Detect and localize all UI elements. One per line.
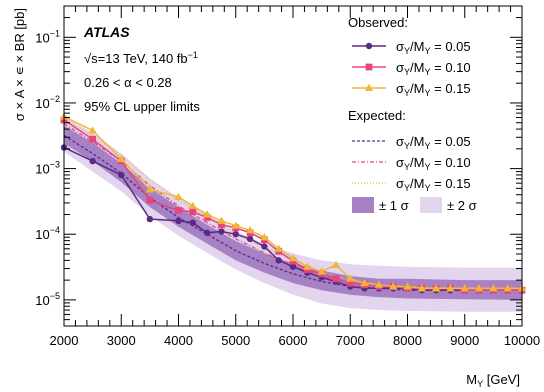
observed-point-2-15 bbox=[331, 260, 341, 268]
observed-point-1-4 bbox=[175, 207, 182, 214]
observed-point-1-6 bbox=[203, 214, 211, 221]
observed-point-1-5 bbox=[189, 208, 197, 216]
observed-point-1-3 bbox=[146, 196, 154, 204]
x-axis-label: MY [GeV] bbox=[466, 372, 520, 389]
observed-point-2-2 bbox=[117, 154, 126, 163]
legend-band1-label: ± 1 σ bbox=[379, 198, 409, 213]
observed-point-0-7 bbox=[218, 228, 225, 235]
observed-point-0-10 bbox=[261, 243, 268, 250]
y-tick-label: 10−2 bbox=[35, 94, 60, 111]
observed-point-1-16 bbox=[346, 279, 354, 287]
observed-point-2-3 bbox=[145, 185, 155, 193]
observed-point-0-9 bbox=[246, 235, 254, 243]
observed-point-2-21 bbox=[417, 284, 427, 292]
observed-point-0-4 bbox=[175, 217, 182, 225]
observed-point-1-7 bbox=[218, 221, 225, 229]
observed-point-2-6 bbox=[202, 210, 212, 218]
legend-expected-label-1: σY/MY = 0.10 bbox=[396, 155, 471, 172]
x-tick-label: 5000 bbox=[221, 333, 250, 348]
observed-point-2-16 bbox=[346, 274, 355, 282]
legend-observed-label-0: σY/MY = 0.05 bbox=[396, 39, 471, 56]
observed-point-2-20 bbox=[403, 282, 412, 290]
observed-point-2-19 bbox=[388, 282, 398, 290]
y-tick-label: 10−4 bbox=[35, 225, 60, 242]
x-tick-label: 2000 bbox=[50, 333, 79, 348]
observed-point-2-14 bbox=[317, 267, 326, 275]
expected-line-0 bbox=[63, 134, 522, 291]
observed-point-2-13 bbox=[303, 262, 312, 270]
energy-lumi-label: √s=13 TeV, 140 fb−1 bbox=[84, 50, 198, 66]
observed-point-0-6 bbox=[203, 229, 211, 237]
legend-observed-marker-2 bbox=[364, 83, 374, 91]
x-tick-label: 6000 bbox=[279, 333, 308, 348]
atlas-label: ATLAS bbox=[83, 24, 130, 40]
observed-point-0-2 bbox=[118, 171, 125, 179]
observed-point-2-17 bbox=[360, 278, 369, 287]
observed-point-0-12 bbox=[289, 263, 297, 270]
observed-point-2-4 bbox=[174, 192, 183, 200]
observed-point-2-23 bbox=[446, 284, 455, 292]
observed-point-1-15 bbox=[332, 275, 340, 283]
legend-observed-marker-0 bbox=[365, 42, 373, 50]
observed-point-2-25 bbox=[474, 284, 484, 292]
observed-point-0-5 bbox=[189, 219, 197, 226]
observed-point-2-9 bbox=[245, 226, 255, 234]
observed-point-2-11 bbox=[274, 244, 283, 252]
y-tick-label: 10−3 bbox=[35, 160, 60, 177]
legend-expected-label-2: σY/MY = 0.15 bbox=[396, 176, 471, 193]
x-tick-label: 3000 bbox=[107, 333, 136, 348]
legend-observed-header: Observed: bbox=[348, 15, 408, 30]
legend: Observed: Expected: σY/MY = 0.05 σY/MY = … bbox=[348, 15, 477, 213]
observed-point-0-1 bbox=[89, 157, 96, 165]
x-tick-label: 10000 bbox=[504, 333, 540, 348]
observed-point-0-3 bbox=[146, 215, 154, 223]
alpha-range-label: 0.26 < α < 0.28 bbox=[84, 75, 172, 90]
y-tick-label: 10−1 bbox=[35, 28, 60, 45]
y-tick-label: 10−5 bbox=[35, 291, 60, 308]
limit-curves bbox=[59, 112, 527, 294]
observed-point-2-1 bbox=[88, 126, 97, 134]
observed-point-0-11 bbox=[275, 257, 282, 264]
observed-point-2-22 bbox=[431, 284, 441, 292]
observed-point-2-26 bbox=[489, 284, 498, 292]
x-tick-label: 4000 bbox=[164, 333, 193, 348]
observed-point-2-18 bbox=[374, 280, 384, 288]
observed-point-2-5 bbox=[188, 201, 198, 209]
legend-band2-swatch bbox=[420, 197, 442, 213]
observed-point-2-27 bbox=[503, 284, 512, 292]
legend-observed-marker-1 bbox=[365, 63, 373, 71]
observed-point-2-8 bbox=[231, 221, 240, 229]
legend-observed-label-2: σY/MY = 0.15 bbox=[396, 81, 471, 98]
observed-point-2-24 bbox=[460, 284, 469, 292]
y-axis-label: σ × A × ∊ × BR [pb] bbox=[12, 8, 27, 121]
legend-band1-swatch bbox=[352, 197, 374, 213]
legend-observed-label-1: σY/MY = 0.10 bbox=[396, 60, 471, 77]
legend-expected-label-0: σY/MY = 0.05 bbox=[396, 134, 471, 151]
cl-label: 95% CL upper limits bbox=[84, 99, 200, 114]
observed-point-0-8 bbox=[232, 231, 239, 238]
x-tick-label: 7000 bbox=[336, 333, 365, 348]
observed-point-2-7 bbox=[217, 216, 226, 224]
axes: 2000 3000 4000 5000 6000 7000 8000 9000 10000 10−… bbox=[35, 5, 540, 348]
x-tick-label: 8000 bbox=[393, 333, 422, 348]
observed-point-2-10 bbox=[260, 233, 269, 241]
observed-point-1-1 bbox=[89, 135, 97, 143]
legend-band2-label: ± 2 σ bbox=[447, 198, 477, 213]
legend-expected-header: Expected: bbox=[348, 108, 406, 123]
x-tick-label: 9000 bbox=[450, 333, 479, 348]
observed-point-2-12 bbox=[288, 254, 298, 262]
